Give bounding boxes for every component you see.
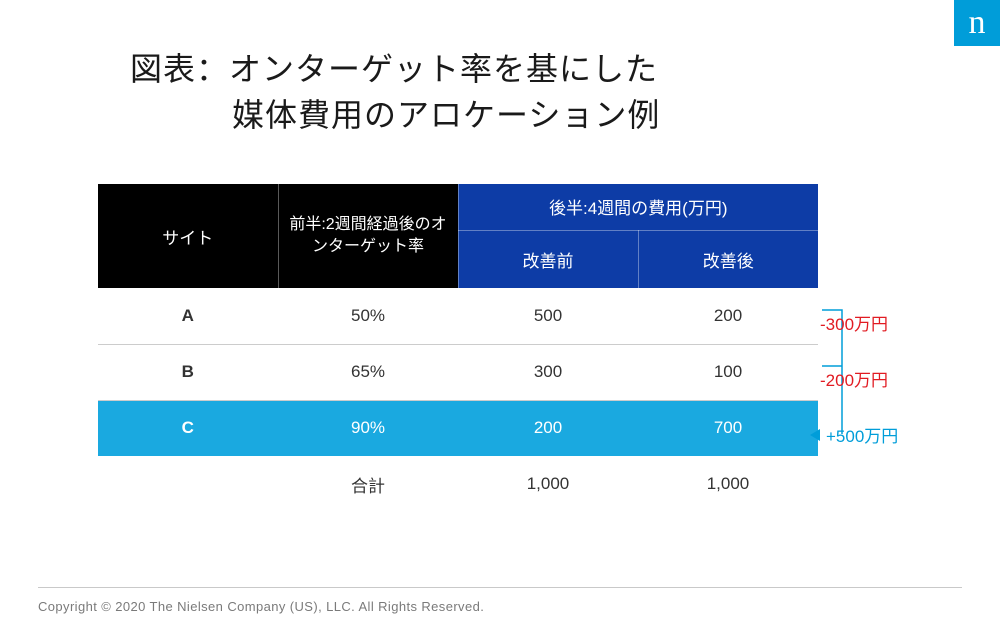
cell-rate: 90%	[278, 400, 458, 456]
logo-badge: n	[954, 0, 1000, 46]
annotation-text: +500万円	[826, 422, 898, 447]
annotation-b: -200万円	[820, 366, 888, 391]
page-title: 図表：オンターゲット率を基にした 媒体費用のアロケーション例	[130, 46, 660, 139]
cell-rate: 50%	[278, 288, 458, 344]
arrow-left-icon	[810, 429, 820, 441]
table-row: A 50% 500 200	[98, 288, 818, 344]
table-row-highlight: C 90% 200 700	[98, 400, 818, 456]
th-after: 改善後	[638, 230, 818, 288]
cell-before: 500	[458, 288, 638, 344]
annotation-text: -200万円	[820, 366, 888, 391]
footer-separator	[38, 587, 962, 588]
annotation-c: +500万円	[810, 422, 898, 447]
cell-site: B	[98, 344, 278, 400]
footer-copyright: Copyright © 2020 The Nielsen Company (US…	[38, 599, 484, 614]
th-second-half-span: 後半:4週間の費用(万円)	[458, 184, 818, 230]
annotation-text: -300万円	[820, 310, 888, 335]
th-site: サイト	[98, 184, 278, 288]
cell-after: 700	[638, 400, 818, 456]
table-row: B 65% 300 100	[98, 344, 818, 400]
cell-rate: 65%	[278, 344, 458, 400]
cell-site: C	[98, 400, 278, 456]
cell-before: 300	[458, 344, 638, 400]
cell-before: 200	[458, 400, 638, 456]
table-row-total: 合計 1,000 1,000	[98, 456, 818, 512]
cell-total-after: 1,000	[638, 456, 818, 512]
cell-total-before: 1,000	[458, 456, 638, 512]
title-line1: 図表：オンターゲット率を基にした	[130, 51, 658, 87]
allocation-table-wrapper: サイト 前半:2週間経過後のオンターゲット率 後半:4週間の費用(万円) 改善前…	[98, 184, 818, 512]
cell-empty	[98, 456, 278, 512]
th-first-half: 前半:2週間経過後のオンターゲット率	[278, 184, 458, 288]
cell-after: 200	[638, 288, 818, 344]
logo-letter: n	[969, 6, 986, 40]
cell-site: A	[98, 288, 278, 344]
cell-after: 100	[638, 344, 818, 400]
title-line2: 媒体費用のアロケーション例	[130, 92, 660, 138]
th-before: 改善前	[458, 230, 638, 288]
annotation-a: -300万円	[820, 310, 888, 335]
allocation-table: サイト 前半:2週間経過後のオンターゲット率 後半:4週間の費用(万円) 改善前…	[98, 184, 818, 512]
cell-total-label: 合計	[278, 456, 458, 512]
